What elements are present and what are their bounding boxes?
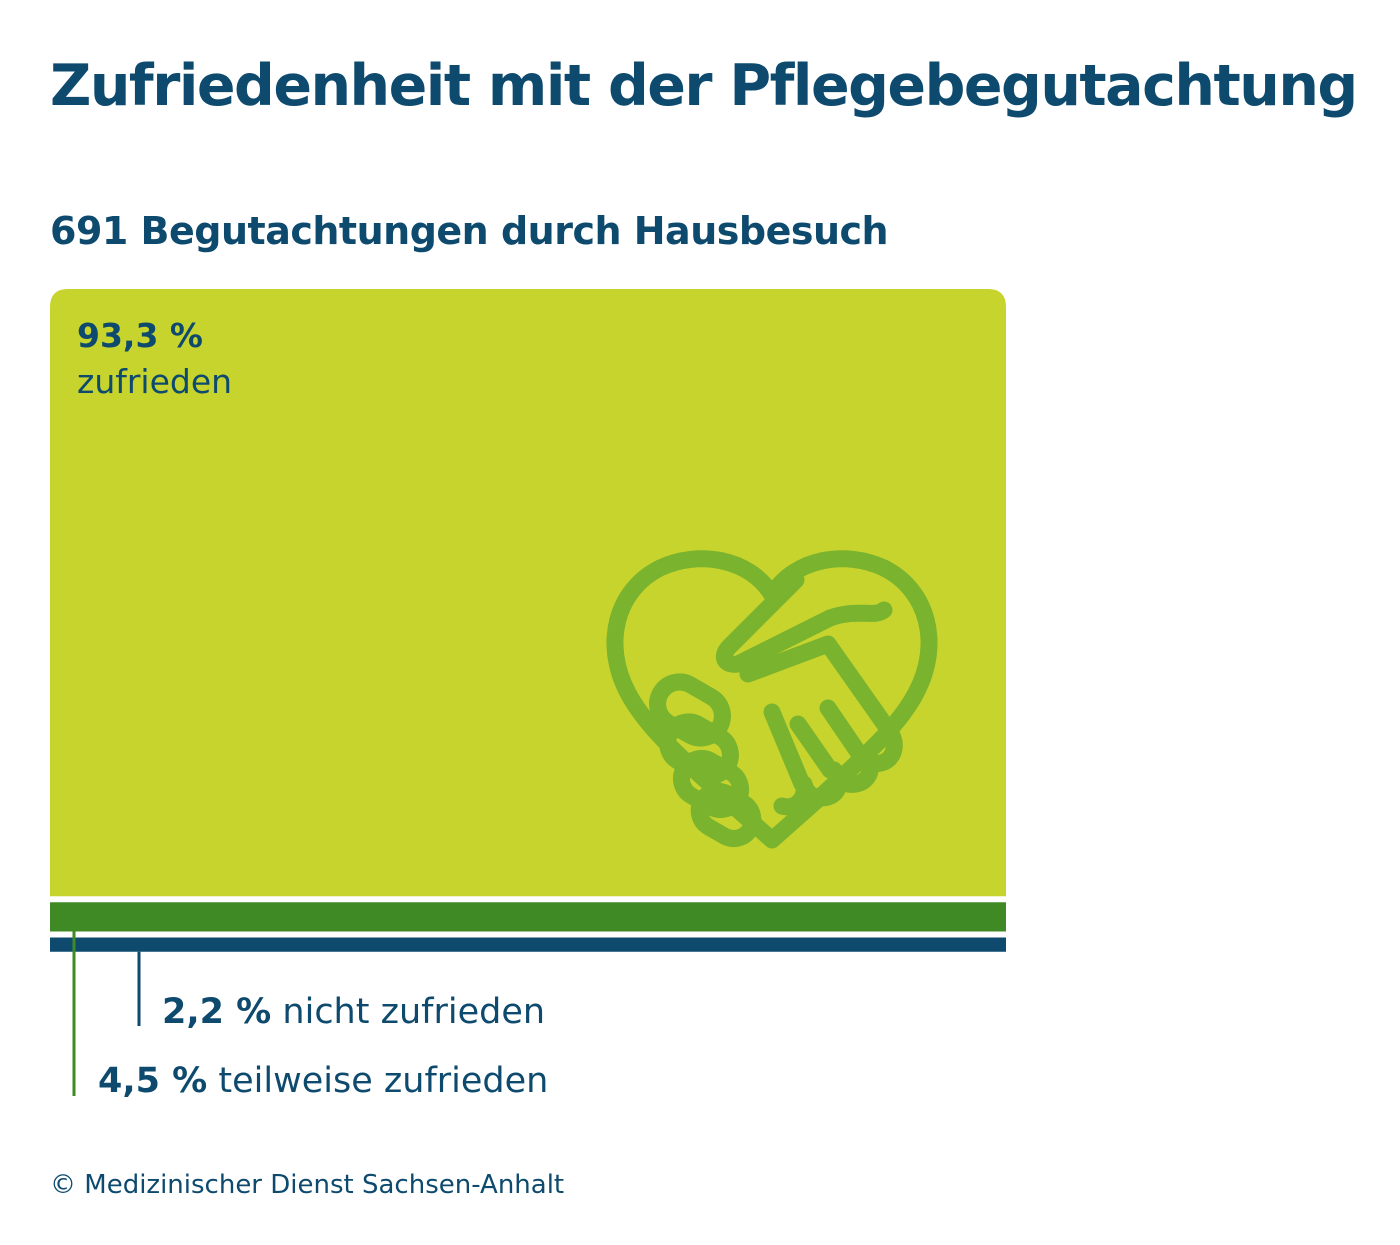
chart-subtitle: 691 Begutachtungen durch Hausbesuch [50,209,889,253]
unsatisfied-label: 2,2 % nicht zufrieden [162,990,545,1034]
bar-partial [50,902,1006,932]
satisfied-text: zufrieden [77,362,233,401]
partial-label: 4,5 % teilweise zufrieden [98,1059,548,1103]
satisfied-label: 93,3 % zufrieden [77,316,232,402]
partial-value: 4,5 % [98,1061,208,1101]
heart-handshake-icon [606,550,938,849]
partial-text: teilweise zufrieden [218,1061,549,1101]
unsatisfied-text: nicht zufrieden [282,992,546,1032]
satisfied-value: 93,3 % [77,316,203,355]
copyright-notice: © Medizinischer Dienst Sachsen-Anhalt [50,1170,565,1200]
unsatisfied-value: 2,2 % [162,992,272,1032]
bar-satisfied [50,289,1006,897]
chart-title: Zufriedenheit mit der Pflegebegutachtung [50,53,1358,119]
bar-unsatisfied [50,937,1006,952]
